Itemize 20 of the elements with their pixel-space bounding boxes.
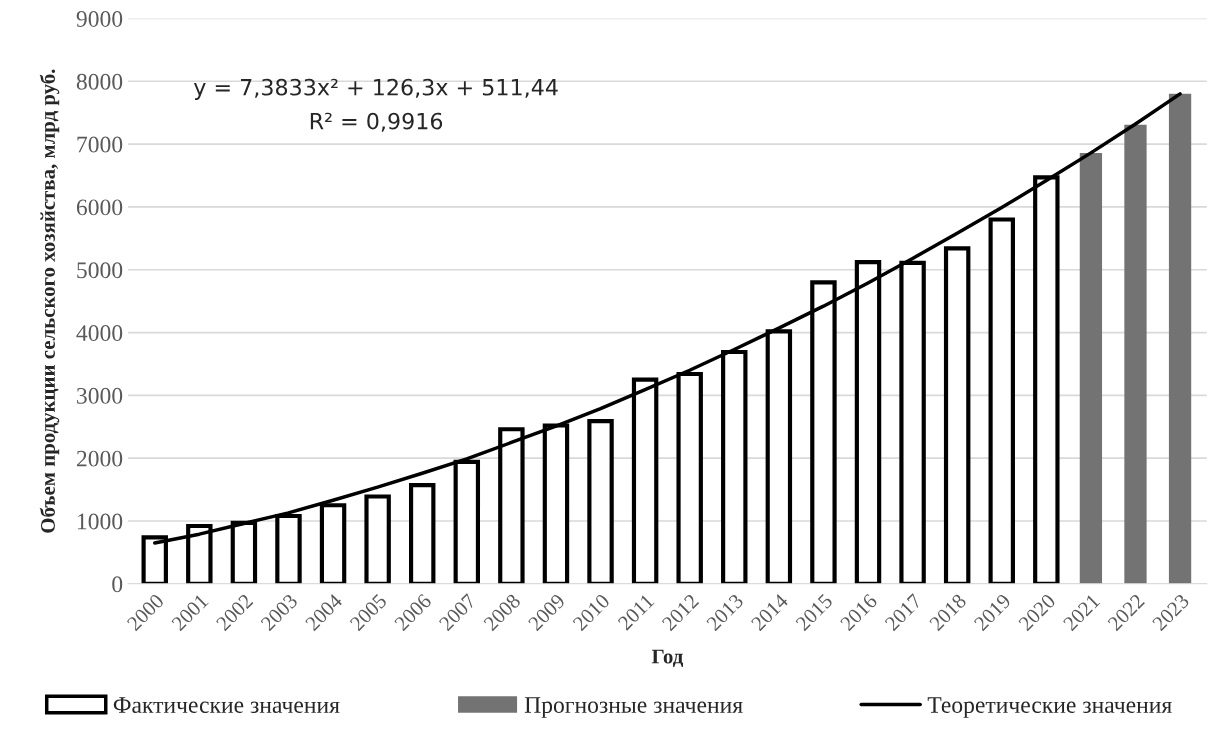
legend-label: Фактические значения (113, 697, 340, 713)
annotation: y = 7,3833x² + 126,3x + 511,44 (193, 78, 558, 100)
y-tick-label: 5000 (77, 262, 123, 279)
legend-label: Прогнозные значения (524, 697, 743, 718)
y-tick-label: 7000 (77, 136, 123, 153)
y-tick-label: 9000 (76, 10, 123, 27)
annotation: R² = 0,9916 (310, 112, 443, 132)
x-axis-title: Год (651, 649, 684, 667)
y-tick-label: 1000 (77, 513, 123, 530)
y-tick-label: 8000 (76, 73, 123, 90)
y-tick-label: 3000 (77, 387, 123, 404)
y-tick-label: 4000 (76, 325, 123, 341)
y-tick-label: 2000 (76, 450, 123, 467)
y-tick-label: 6000 (76, 199, 123, 216)
legend-label: Теоретические значения (927, 697, 1172, 718)
bar (1079, 152, 1103, 584)
bar (1124, 124, 1147, 584)
y-tick-label: 0 (112, 576, 123, 593)
bar (1168, 93, 1192, 584)
y-axis-title: Объем продукции сельского хозяйства, млрд руб. (39, 69, 60, 533)
